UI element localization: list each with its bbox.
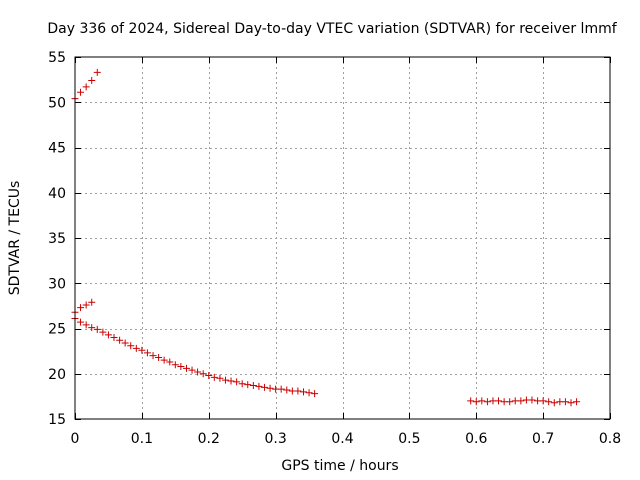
data-point	[182, 364, 190, 372]
data-point	[545, 398, 553, 406]
y-tick-label: 20	[48, 367, 66, 383]
data-point	[121, 339, 129, 347]
data-point	[216, 374, 224, 382]
data-point	[88, 298, 96, 306]
data-point	[249, 382, 257, 390]
x-tick-label: 0	[71, 431, 80, 447]
data-point	[99, 328, 107, 336]
data-point	[495, 397, 503, 405]
data-point	[149, 352, 157, 360]
data-point	[550, 399, 558, 407]
y-tick-label: 40	[48, 186, 66, 202]
series-late	[467, 396, 581, 407]
data-point	[311, 390, 319, 398]
data-point	[277, 385, 285, 393]
data-point	[127, 342, 135, 350]
x-axis-label: GPS time / hours	[281, 458, 398, 474]
x-tick-label: 0.2	[198, 431, 220, 447]
data-point	[506, 398, 514, 406]
data-point	[82, 83, 90, 91]
data-point	[171, 361, 179, 369]
x-tick-label: 0.4	[331, 431, 353, 447]
data-point	[177, 363, 185, 371]
data-point	[478, 397, 486, 405]
data-point	[260, 383, 268, 391]
data-point	[143, 349, 151, 357]
data-point	[155, 353, 163, 361]
data-point	[116, 336, 124, 344]
data-point	[77, 88, 85, 96]
data-point	[132, 344, 140, 352]
data-point	[244, 381, 252, 389]
y-tick-label: 25	[48, 322, 66, 338]
data-point	[138, 346, 146, 354]
data-point	[77, 304, 85, 312]
data-point	[227, 377, 235, 385]
data-point	[88, 324, 96, 332]
plot-frame	[74, 56, 611, 420]
data-point	[472, 398, 480, 406]
data-point	[561, 398, 569, 406]
data-point	[82, 301, 90, 309]
series-upper-branch	[71, 68, 101, 103]
data-point	[300, 388, 308, 396]
y-axis-label: SDTVAR / TECUs	[7, 181, 23, 296]
data-point	[160, 356, 168, 364]
y-tick-label: 35	[48, 231, 66, 247]
y-tick-label: 15	[48, 412, 66, 428]
data-point	[573, 398, 581, 406]
data-point	[93, 68, 101, 76]
y-tick-label: 50	[48, 95, 66, 111]
data-point	[467, 397, 475, 405]
data-point	[188, 366, 196, 374]
data-point	[104, 331, 112, 339]
data-point	[199, 370, 207, 378]
data-point	[233, 378, 241, 386]
chart-title: Day 336 of 2024, Sidereal Day-to-day VTE…	[47, 21, 617, 37]
data-point	[567, 399, 575, 407]
data-point	[88, 77, 96, 85]
data-point	[110, 334, 118, 342]
plot-markers	[71, 68, 581, 407]
data-point	[539, 397, 547, 405]
data-point	[517, 397, 525, 405]
y-tick-label: 45	[48, 141, 66, 157]
data-point	[194, 368, 202, 376]
data-point	[210, 373, 218, 381]
data-point	[93, 325, 101, 333]
x-tick-label: 0.3	[264, 431, 286, 447]
x-tick-label: 0.5	[398, 431, 420, 447]
series-decay	[71, 315, 319, 398]
x-tick-label: 0.7	[532, 431, 554, 447]
data-point	[205, 372, 213, 380]
data-point	[283, 386, 291, 394]
data-point	[166, 358, 174, 366]
data-point	[238, 380, 246, 388]
x-tick-label: 0.1	[131, 431, 153, 447]
data-point	[266, 384, 274, 392]
axes: 0 0.1 0.2 0.3 0.4 0.5 0.6 0.7 0.8 15 20 25 30 35 40 45 5…	[48, 50, 621, 447]
data-point	[305, 389, 313, 397]
data-point	[82, 321, 90, 329]
x-tick-label: 0.6	[465, 431, 487, 447]
data-point	[483, 398, 491, 406]
data-point	[294, 387, 302, 395]
data-point	[528, 396, 536, 404]
y-tick-label: 30	[48, 276, 66, 292]
data-point	[221, 376, 229, 384]
grid	[75, 57, 610, 419]
x-tick-label: 0.8	[599, 431, 621, 447]
data-point	[77, 318, 85, 326]
y-tick-label: 55	[48, 50, 66, 66]
data-point	[255, 382, 263, 390]
